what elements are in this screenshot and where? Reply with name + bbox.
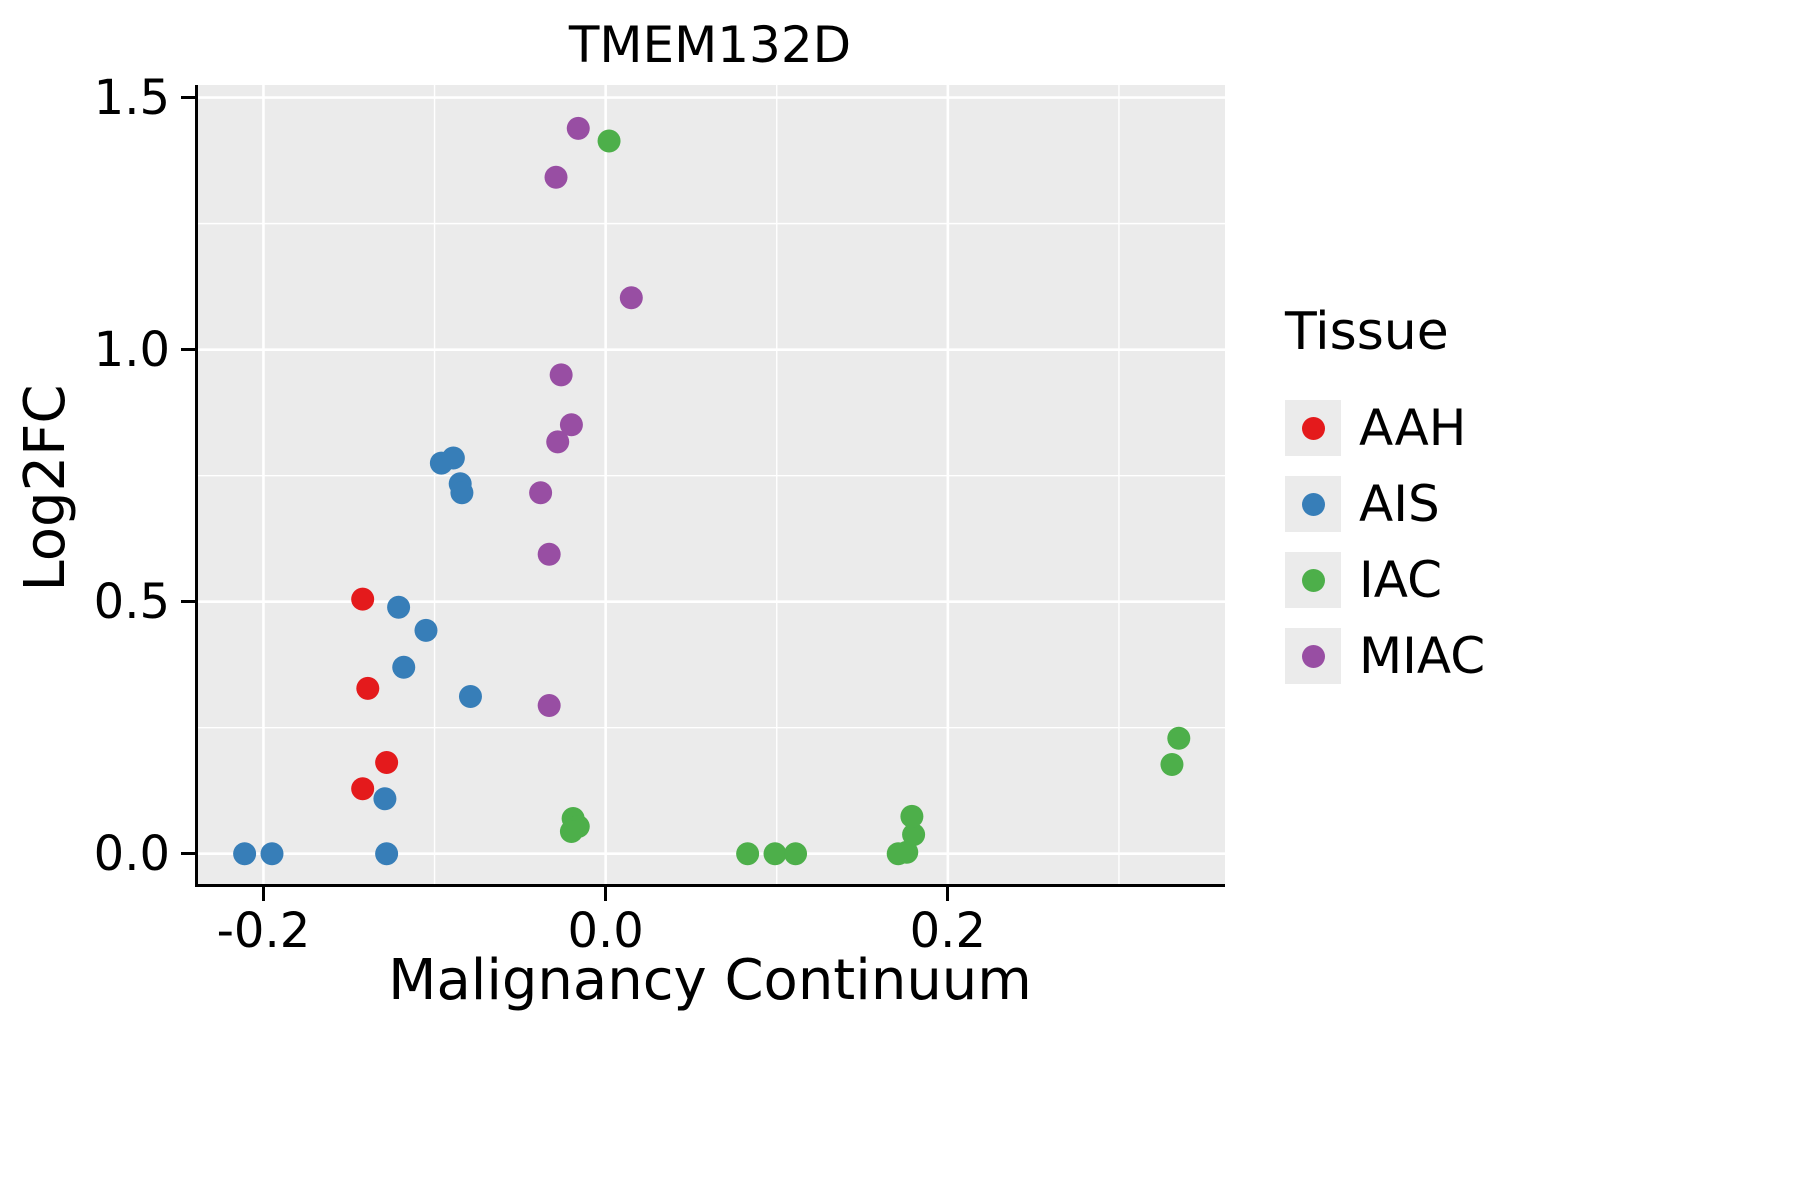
x-tick-mark bbox=[946, 887, 950, 901]
legend-key bbox=[1285, 400, 1341, 456]
data-point-IAC bbox=[784, 842, 808, 866]
data-point-AIS bbox=[392, 655, 416, 679]
data-point-AIS bbox=[233, 842, 257, 866]
data-point-AIS bbox=[260, 842, 284, 866]
legend-dot-icon bbox=[1301, 644, 1325, 668]
data-point-AAH bbox=[356, 676, 380, 700]
data-point-IAC bbox=[597, 129, 621, 153]
data-point-MIAC bbox=[619, 286, 643, 310]
data-point-AIS bbox=[373, 787, 397, 811]
x-tick-label: -0.2 bbox=[216, 903, 311, 959]
legend-key bbox=[1285, 552, 1341, 608]
legend-label: IAC bbox=[1359, 551, 1442, 609]
y-tick-label: 1.5 bbox=[93, 69, 170, 126]
data-point-AIS bbox=[441, 446, 465, 470]
legend-key bbox=[1285, 476, 1341, 532]
legend-item-IAC: IAC bbox=[1285, 542, 1485, 618]
legend: Tissue AAH AIS IAC MIAC bbox=[1285, 302, 1485, 694]
data-point-IAC bbox=[1167, 726, 1191, 750]
data-point-AIS bbox=[387, 595, 411, 619]
panel-background bbox=[195, 85, 1225, 887]
data-point-IAC bbox=[1160, 753, 1184, 777]
plot-panel bbox=[195, 85, 1225, 887]
data-point-MIAC bbox=[549, 363, 573, 387]
legend-label: MIAC bbox=[1359, 627, 1486, 685]
legend-label: AAH bbox=[1359, 399, 1467, 457]
data-point-IAC bbox=[895, 840, 919, 864]
data-point-AAH bbox=[351, 587, 375, 611]
data-point-AIS bbox=[414, 618, 438, 642]
y-tick-mark bbox=[181, 348, 195, 352]
data-point-IAC bbox=[559, 820, 583, 844]
data-point-MIAC bbox=[537, 542, 561, 566]
plot-area bbox=[195, 85, 1225, 887]
data-point-MIAC bbox=[566, 116, 590, 140]
data-point-MIAC bbox=[546, 430, 570, 454]
legend-label: AIS bbox=[1359, 475, 1440, 533]
y-tick-label: 1.0 bbox=[93, 321, 170, 378]
data-point-MIAC bbox=[529, 481, 553, 505]
y-tick-label: 0.0 bbox=[93, 825, 170, 882]
legend-dot-icon bbox=[1301, 416, 1325, 440]
legend-item-AIS: AIS bbox=[1285, 466, 1485, 542]
legend-title: Tissue bbox=[1285, 302, 1449, 362]
y-tick-mark bbox=[181, 96, 195, 100]
legend-item-MIAC: MIAC bbox=[1285, 618, 1485, 694]
y-tick-mark bbox=[181, 852, 195, 856]
x-axis-label: Malignancy Continuum bbox=[388, 948, 1032, 1013]
data-point-AIS bbox=[450, 481, 474, 505]
x-tick-mark bbox=[261, 887, 265, 901]
data-point-MIAC bbox=[537, 694, 561, 718]
data-point-MIAC bbox=[559, 413, 583, 437]
data-point-IAC bbox=[902, 823, 926, 847]
x-tick-label: 0.0 bbox=[567, 903, 644, 959]
data-point-IAC bbox=[900, 804, 924, 828]
data-point-IAC bbox=[736, 842, 760, 866]
data-point-MIAC bbox=[544, 165, 568, 189]
y-tick-mark bbox=[181, 600, 195, 604]
data-point-AIS bbox=[458, 684, 482, 708]
data-point-AIS bbox=[375, 842, 399, 866]
chart-title: TMEM132D bbox=[568, 16, 852, 74]
legend-item-AAH: AAH bbox=[1285, 390, 1485, 466]
y-tick-label: 0.5 bbox=[93, 573, 170, 630]
x-tick-mark bbox=[604, 887, 608, 901]
legend-dot-icon bbox=[1301, 568, 1325, 592]
legend-dot-icon bbox=[1301, 492, 1325, 516]
legend-key bbox=[1285, 628, 1341, 684]
data-point-IAC bbox=[763, 842, 787, 866]
data-point-AAH bbox=[351, 777, 375, 801]
x-tick-label: 0.2 bbox=[909, 903, 986, 959]
legend-items: AAH AIS IAC MIAC bbox=[1285, 390, 1485, 694]
data-point-AAH bbox=[375, 750, 399, 774]
